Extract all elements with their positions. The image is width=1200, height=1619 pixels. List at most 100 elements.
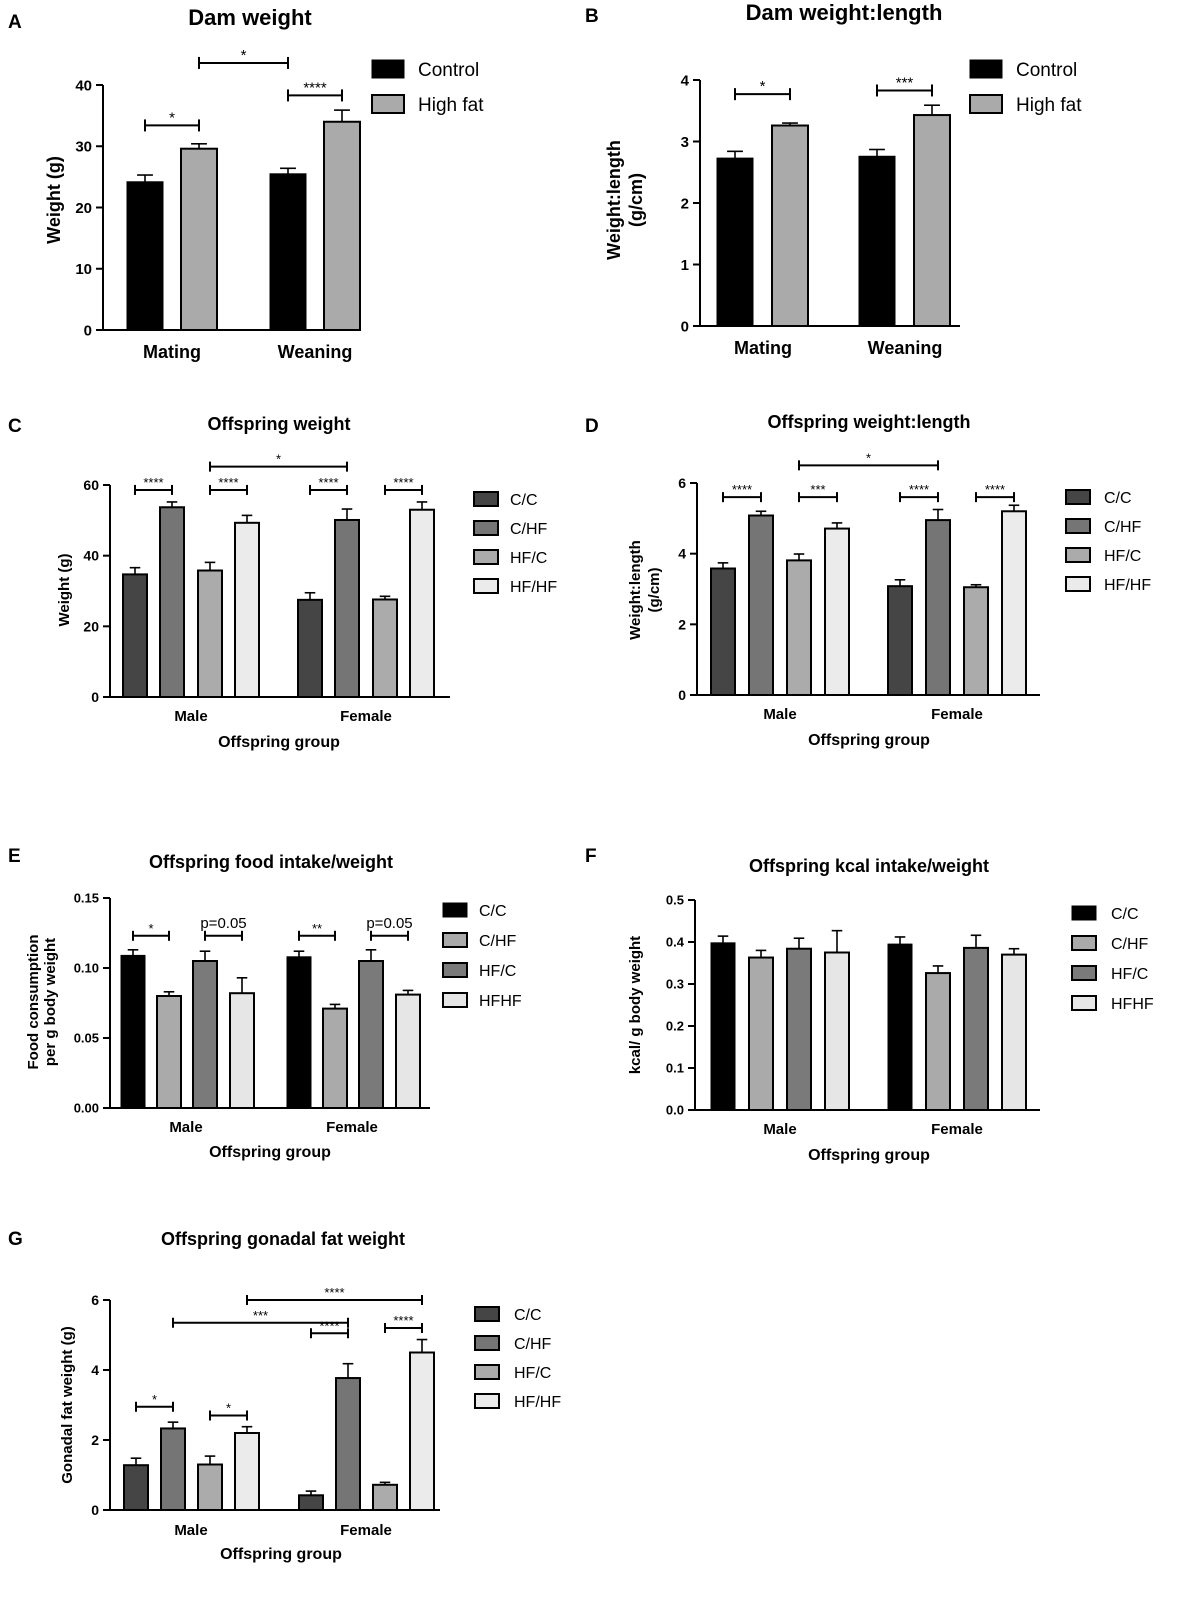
significance-bracket: *** [876,74,933,97]
x-axis-label: Offspring group [808,732,930,749]
bar-c-hf-male [156,995,182,1109]
significance-bracket: **** [899,482,939,503]
y-tick-label: 6 [91,1292,99,1308]
category-label: Female [340,1522,392,1539]
bar-c-hf-female [925,972,951,1112]
legend-label: C/HF [514,1336,552,1353]
legend-label: High fat [1016,95,1082,116]
category-label: Male [763,706,796,723]
significance-bracket: *** [172,1308,349,1328]
significance-bracket: * [198,47,289,69]
y-tick-label: 4 [91,1362,99,1378]
y-axis-label-line: (g/cm) [626,173,646,227]
significance-label: * [226,1401,231,1416]
legend-swatch [474,1306,500,1322]
y-tick-label: 60 [83,477,99,493]
category-label: Male [174,1522,207,1539]
category-label: Mating [734,338,792,358]
legend-label: C/C [1104,490,1132,507]
bar-hf-c-male [192,960,218,1109]
legend-label: C/HF [479,933,517,950]
y-tick-label: 20 [83,618,99,634]
y-tick-label: 0.5 [666,893,684,908]
significance-bracket: * [135,1392,174,1412]
legend-swatch [474,1335,500,1351]
y-tick-label: 0.15 [74,891,99,906]
significance-label: **** [319,1318,339,1333]
panel-letter: D [585,416,599,437]
panel-letter: A [8,12,22,33]
legend-swatch [969,59,1003,79]
category-label: Weaning [278,342,353,362]
legend-label: HF/C [510,550,547,567]
y-tick-label: 0.10 [74,961,99,976]
y-tick-label: 30 [75,139,92,156]
legend-label: HFHF [1111,996,1154,1013]
significance-label: **** [393,1313,413,1328]
significance-label: * [760,78,766,95]
significance-bracket: **** [975,482,1015,503]
significance-label: p=0.05 [366,915,412,932]
y-axis-label-group: Weight:length (g/cm) [627,540,663,640]
y-tick-label: 3 [681,134,689,151]
chart-title: Offspring gonadal fat weight [161,1229,405,1249]
bar-hf-hf-female [409,508,435,698]
x-axis-label: Offspring group [218,734,340,751]
significance-bracket: **** [287,79,343,102]
significance-bracket: * [209,1401,248,1421]
bar-hf-hf-female [1001,510,1027,696]
bar-hf-hf-male [824,527,850,697]
significance-bracket: **** [209,475,248,495]
legend: Control High fat [969,59,1082,116]
bar-c-c-male [123,1464,149,1511]
chart-title: Offspring kcal intake/weight [749,856,989,876]
significance-bracket: * [798,450,939,471]
legend-label: HF/HF [510,579,557,596]
category-label: Female [340,708,392,725]
y-axis-label-line: per g body weight [42,938,59,1066]
y-tick-label: 0.0 [666,1103,684,1118]
bar-hf-c-male [197,1463,223,1511]
panel-letter: E [8,846,21,867]
significance-label: **** [909,482,929,497]
bar-c-hf-female [925,519,951,696]
significance-label: p=0.05 [200,915,246,932]
significance-bracket: **** [384,475,423,495]
legend-label: HF/C [1104,548,1141,565]
significance-label: * [152,1392,157,1407]
significance-label: **** [732,482,752,497]
significance-bracket: **** [309,475,348,495]
bar-hf-c-female [372,1483,398,1512]
y-tick-label: 0 [91,689,99,705]
significance-label: **** [393,475,413,490]
chart-panel-c: C Offspring weight 0 20 40 60 Male Female Weight… [8,414,557,751]
significance-bracket: * [734,78,791,101]
significance-label: **** [303,79,327,96]
legend-swatch [442,902,468,918]
y-axis-label-group: Food consumption per g body weight [25,935,59,1070]
bar-c-c-male [120,954,146,1109]
y-tick-label: 10 [75,261,92,278]
bar-hfhf-female [395,993,421,1109]
bar-high-fat-mating [771,124,809,328]
y-axis-label-line: Weight:length [604,140,624,260]
significance-bracket: **** [310,1318,349,1339]
legend-swatch [473,520,499,536]
y-axis-label-group: Weight (g) [44,156,64,244]
chart-title: Dam weight [188,5,312,30]
legend-swatch [1065,518,1091,534]
chart-panel-a: A Dam weight 0 10 20 30 40 Mating Weaning Weight … [8,5,484,362]
significance-bracket: **** [384,1313,423,1333]
category-label: Female [931,706,983,723]
legend-label: Control [1016,60,1077,81]
y-axis-label: kcal/ g body weight [627,936,644,1074]
legend-swatch [1065,547,1091,563]
y-axis-label: Weight (g) [56,553,73,626]
y-tick-label: 4 [681,72,690,89]
bar-hfhf-male [824,951,850,1111]
legend-label: High fat [418,95,484,116]
bar-c-c-female [887,585,913,697]
y-tick-label: 0 [678,687,686,703]
significance-bracket: **** [246,1285,423,1305]
